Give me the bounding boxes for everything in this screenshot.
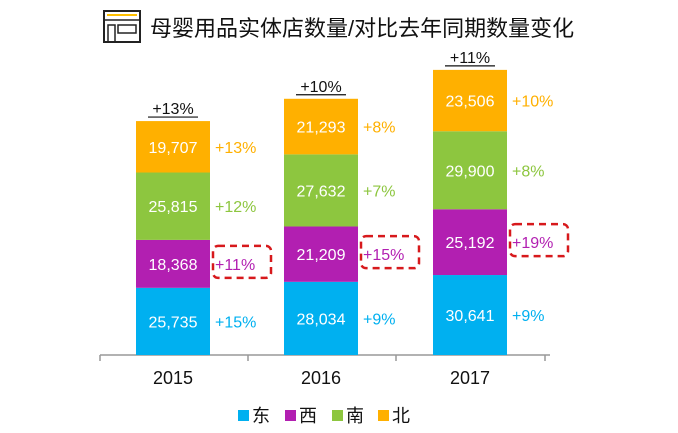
value-label: 21,209 — [297, 247, 346, 264]
value-label: 25,815 — [149, 199, 198, 216]
legend-label: 南 — [346, 406, 364, 426]
bar-北-2017 — [433, 69, 507, 132]
growth-label: +12% — [215, 199, 256, 216]
legend-swatch-北 — [378, 410, 389, 421]
growth-label: +8% — [512, 163, 544, 180]
value-label: 27,632 — [297, 183, 346, 200]
bar-东-2015 — [136, 287, 210, 355]
growth-label: +19% — [512, 235, 553, 252]
legend-swatch-东 — [238, 410, 249, 421]
highlight-box — [359, 234, 421, 270]
legend-swatch-西 — [285, 410, 296, 421]
growth-label: +7% — [363, 183, 395, 200]
bar-北-2016 — [284, 98, 358, 155]
bar-北-2015 — [136, 121, 210, 173]
legend-swatch-南 — [332, 410, 343, 421]
growth-label: +10% — [512, 94, 553, 111]
total-growth-label: +10% — [300, 79, 341, 96]
bar-西-2015 — [136, 239, 210, 288]
highlight-box — [211, 244, 273, 280]
growth-label: +11% — [215, 257, 255, 274]
total-growth-label: +13% — [152, 101, 193, 118]
legend-label: 西 — [299, 406, 317, 426]
x-tick-label: 2016 — [301, 368, 341, 388]
x-tick-label: 2015 — [153, 368, 193, 388]
growth-label: +15% — [363, 247, 404, 264]
value-label: 25,192 — [446, 235, 495, 252]
bar-南-2015 — [136, 172, 210, 240]
storefront-icon — [103, 10, 141, 43]
growth-label: +9% — [363, 311, 395, 328]
value-label: 18,368 — [149, 257, 198, 274]
bar-西-2016 — [284, 226, 358, 282]
total-growth-label: +11% — [450, 50, 490, 67]
value-label: 21,293 — [297, 120, 346, 137]
value-label: 23,506 — [446, 94, 495, 111]
x-tick-label: 2017 — [450, 368, 490, 388]
value-label: 19,707 — [149, 140, 198, 157]
bar-东-2016 — [284, 281, 358, 355]
growth-label: +13% — [215, 140, 256, 157]
value-label: 25,735 — [149, 314, 198, 331]
bar-东-2017 — [433, 275, 507, 355]
highlight-box — [508, 222, 570, 258]
chart-title: 母婴用品实体店数量/对比去年同期数量变化 — [150, 16, 574, 41]
bar-南-2016 — [284, 154, 358, 227]
growth-label: +9% — [512, 308, 544, 325]
growth-label: +15% — [215, 314, 256, 331]
bar-西-2017 — [433, 209, 507, 276]
value-label: 30,641 — [446, 308, 495, 325]
legend-label: 北 — [392, 406, 410, 426]
value-label: 29,900 — [446, 163, 495, 180]
bar-南-2017 — [433, 131, 507, 210]
legend-label: 东 — [252, 406, 270, 426]
growth-label: +8% — [363, 120, 395, 137]
value-label: 28,034 — [297, 311, 346, 328]
